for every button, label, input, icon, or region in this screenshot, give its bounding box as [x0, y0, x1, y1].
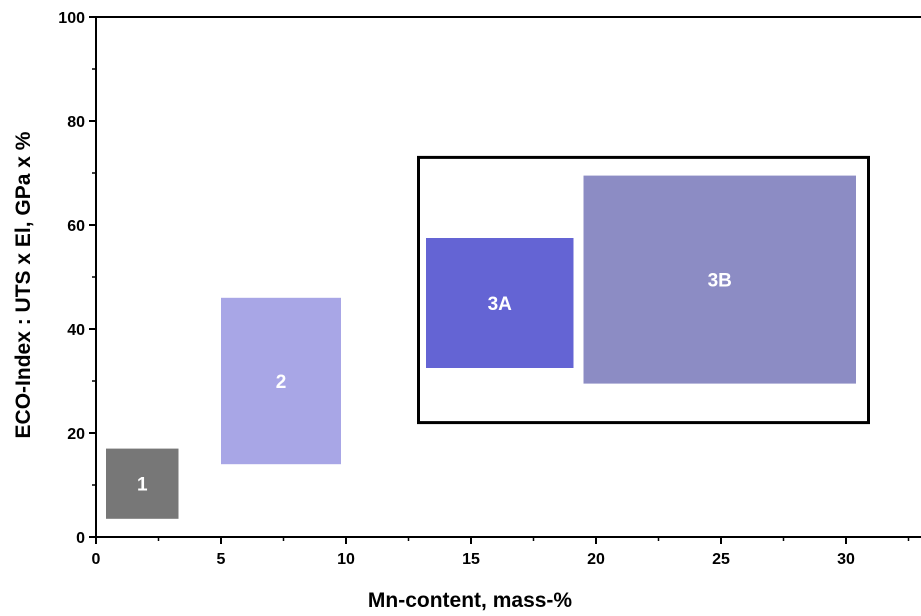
- axes-layer: 0 5 10 15 20 25 30 0 20 40 60 80 100: [58, 10, 921, 568]
- region-1-label: 1: [137, 475, 148, 496]
- region-3a-rect: [426, 238, 574, 368]
- y-tick-label: 60: [67, 218, 85, 235]
- x-tick-label: 30: [837, 551, 855, 568]
- region-1-rect: [106, 448, 179, 519]
- region-3b-rect: [583, 175, 856, 384]
- x-axis-title: Mn-content, mass-%: [368, 589, 573, 612]
- plot-layer: 1 2 3A 3B: [106, 155, 870, 519]
- x-tick-label: 20: [587, 551, 605, 568]
- y-tick-label: 80: [67, 114, 85, 131]
- x-ticks: 0 5 10 15 20 25 30: [92, 537, 910, 568]
- region-3b-label: 3B: [708, 271, 732, 292]
- y-tick-label: 100: [58, 10, 85, 27]
- y-tick-label: 0: [76, 530, 85, 547]
- y-ticks: 0 20 40 60 80 100: [58, 10, 96, 547]
- region-2-rect: [221, 297, 341, 465]
- x-tick-label: 15: [462, 551, 480, 568]
- x-tick-label: 10: [337, 551, 355, 568]
- x-tick-label: 0: [92, 551, 101, 568]
- x-tick-label: 25: [712, 551, 730, 568]
- y-axis-title: ECO-Index : UTS x El, GPa x %: [12, 131, 35, 438]
- group-3-outline-box: [417, 155, 870, 425]
- region-3a-label: 3A: [488, 294, 513, 315]
- y-tick-label: 40: [67, 322, 85, 339]
- y-tick-label: 20: [67, 426, 85, 443]
- region-2-label: 2: [276, 372, 287, 393]
- x-tick-label: 5: [217, 551, 226, 568]
